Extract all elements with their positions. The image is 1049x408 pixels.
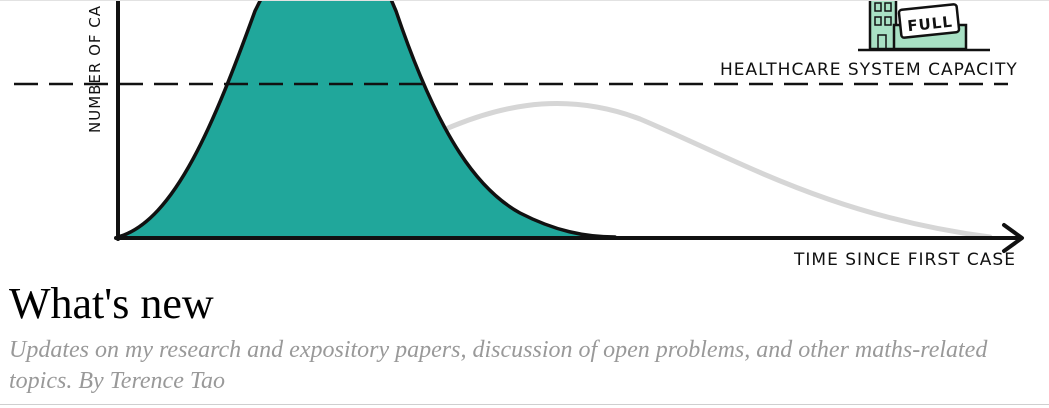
hospital-icon (858, 1, 990, 52)
capacity-label: HEALTHCARE SYSTEM CAPACITY (720, 60, 1018, 80)
y-axis-label: NUMBER OF CA (86, 5, 104, 133)
flatten-the-curve-illustration: FULL HEALTHCARE SYSTEM CAPACITY TIME SIN… (14, 1, 1024, 270)
peak-curve-outline (116, 1, 617, 239)
x-axis-arrow-icon (1002, 223, 1024, 253)
site-title[interactable]: What's new (9, 279, 214, 328)
peak-curve-fill (118, 1, 615, 237)
hospital-full-sign: FULL (906, 13, 953, 36)
x-axis-label: TIME SINCE FIRST CASE (793, 250, 1016, 270)
site-tagline: Updates on my research and expository pa… (9, 337, 988, 394)
header-divider (0, 404, 1049, 405)
header-banner-image[interactable]: FULL HEALTHCARE SYSTEM CAPACITY TIME SIN… (0, 0, 1049, 272)
